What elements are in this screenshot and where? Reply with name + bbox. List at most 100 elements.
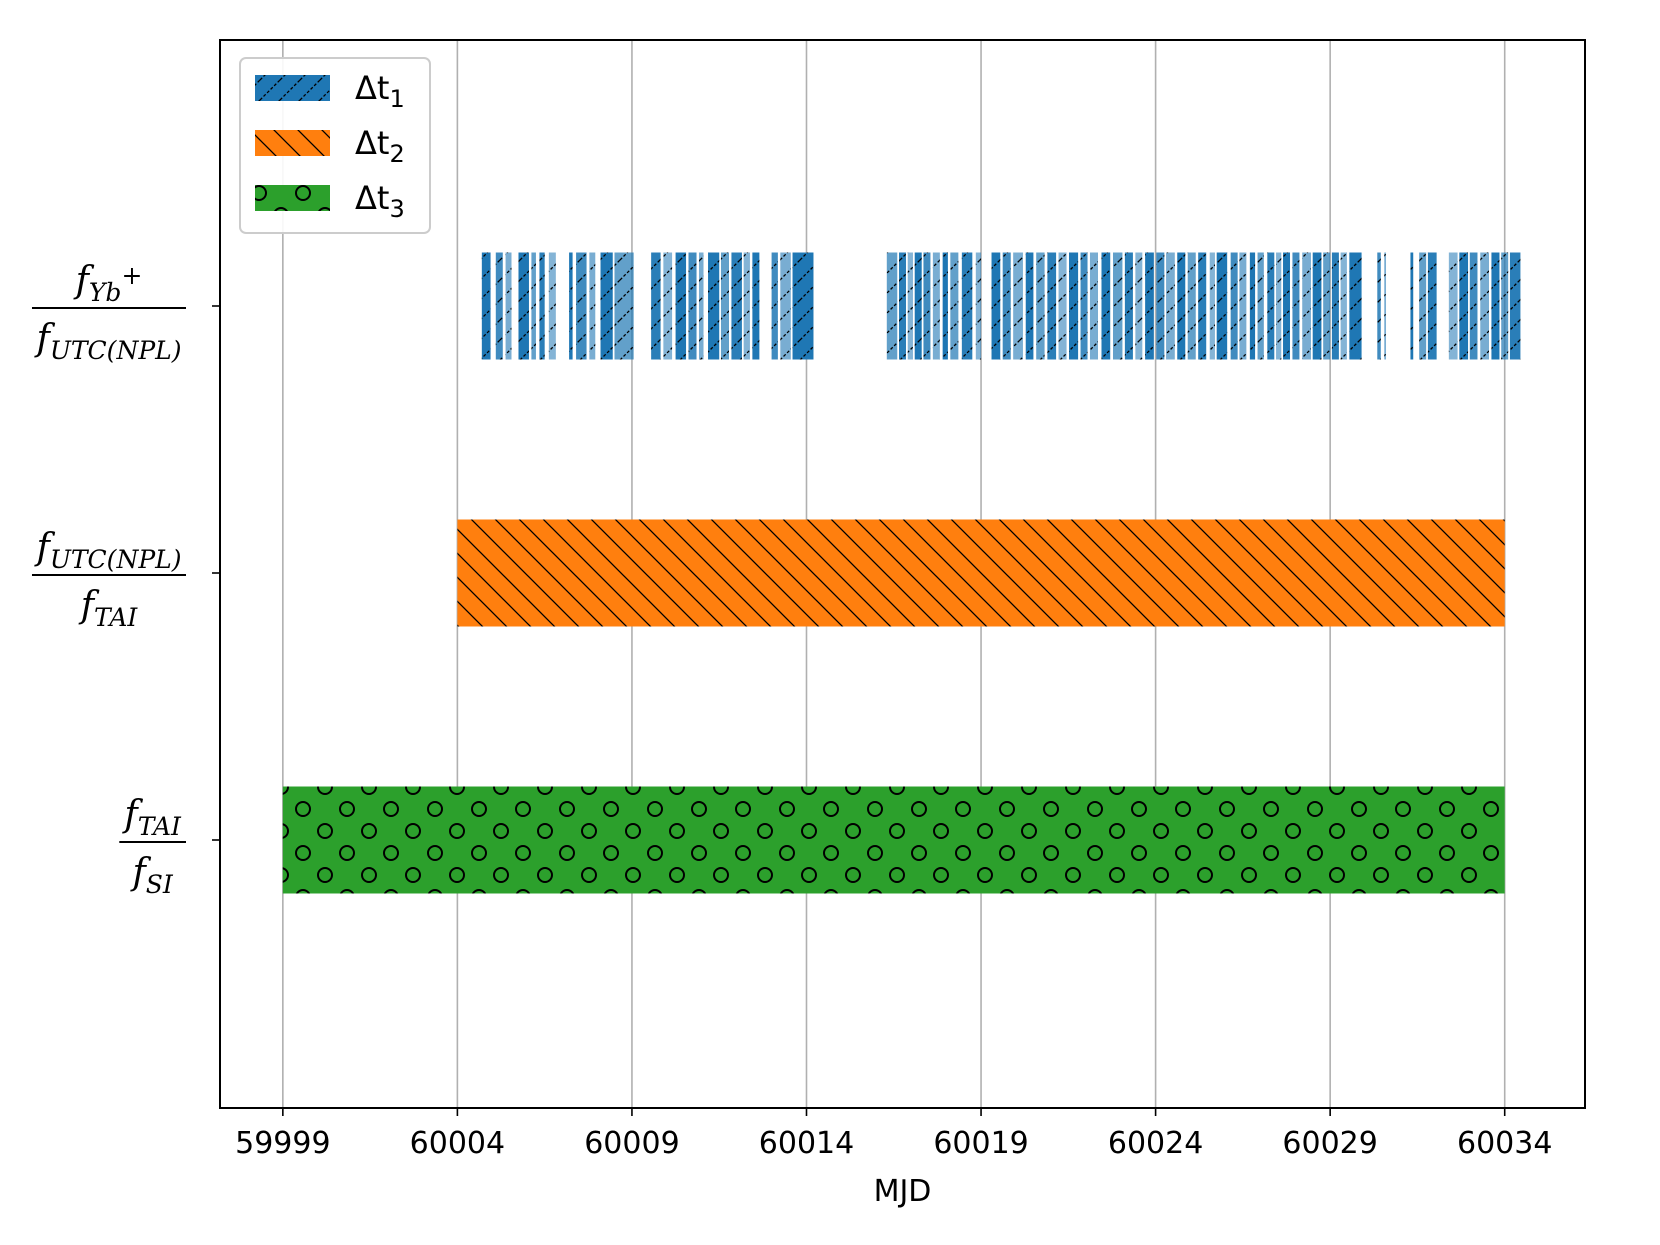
bar-hatch-yb (1509, 252, 1521, 360)
series-tai (282, 786, 1505, 894)
bar-hatch-yb (1384, 252, 1387, 360)
bar-hatch-yb (950, 252, 959, 360)
bar-hatch-yb (1069, 252, 1079, 360)
x-axis: 59999 60004 60009 60014 60019 60024 60029 60034 (235, 1108, 1552, 1161)
bar-hatch-yb (899, 252, 906, 360)
bar-hatch-yb (1340, 252, 1347, 360)
y-axis: fYb+ fUTC(NPL) fUTC(NPL) fTAI fTAI fSI (31, 260, 220, 899)
series-yb (481, 252, 1521, 360)
bar-hatch-yb (1089, 252, 1098, 360)
bar-hatch-yb (1410, 252, 1414, 360)
bar-hatch-yb (589, 252, 596, 360)
bar-hatch-yb (548, 252, 556, 360)
bar-hatch-utc (457, 519, 1505, 627)
bar-hatch-yb (698, 252, 704, 360)
bar-hatch-yb (1427, 252, 1437, 360)
bar-hatch-yb (569, 252, 573, 360)
legend-label: Δt3 (355, 179, 405, 223)
bar-hatch-yb (708, 252, 720, 360)
y-tick-label-utc: fUTC(NPL) fTAI (31, 527, 186, 632)
bar-hatch-yb (1491, 252, 1500, 360)
bar-hatch-yb (1025, 252, 1034, 360)
bar-hatch-yb (1419, 252, 1427, 360)
legend-label: Δt1 (355, 69, 405, 113)
legend: Δt1 Δt2 Δt3 (239, 57, 431, 234)
x-tick-label: 60004 (410, 1126, 505, 1161)
legend-entry-yb: Δt1 (255, 69, 405, 113)
bar-hatch-yb (614, 252, 634, 360)
bar-hatch-yb (1209, 252, 1215, 360)
bar-hatch-yb (688, 252, 697, 360)
bar-hatch-yb (1047, 252, 1057, 360)
bar-hatch-yb (1302, 252, 1311, 360)
fraction-denominator: fSI (129, 852, 173, 899)
bar-hatch-yb (1249, 252, 1256, 360)
bar-hatch-yb (1323, 252, 1331, 360)
x-tick-label: 60029 (1282, 1126, 1377, 1161)
bar-hatch-yb (1036, 252, 1045, 360)
bar-hatch-yb (539, 252, 545, 360)
bar-hatch-yb (1257, 252, 1264, 360)
bar-hatch-yb (531, 252, 536, 360)
bar-hatch-yb (1177, 252, 1186, 360)
bar-hatch-yb (1331, 252, 1339, 360)
x-tick-label: 60034 (1457, 1126, 1552, 1161)
bar-hatch-yb (1292, 252, 1300, 360)
bar-hatch-yb (1312, 252, 1322, 360)
bar-hatch-yb (907, 252, 913, 360)
bar-hatch-yb (495, 252, 503, 360)
x-tick-label: 60009 (584, 1126, 679, 1161)
bar-hatch-yb (991, 252, 1001, 360)
bar-hatch-yb (1349, 252, 1362, 360)
bar-hatch-yb (771, 252, 778, 360)
bars (282, 252, 1521, 894)
bar-hatch-yb (1198, 252, 1207, 360)
bar-hatch-yb (1501, 252, 1509, 360)
bar-hatch-yb (923, 252, 931, 360)
bar-hatch-yb (975, 252, 982, 360)
fraction-numerator: fYb+ (73, 260, 143, 307)
x-tick-label: 60014 (759, 1126, 854, 1161)
bar-hatch-yb (1135, 252, 1143, 360)
fraction-denominator: fTAI (78, 585, 139, 632)
bar-hatch-yb (1187, 252, 1196, 360)
bar-hatch-yb (1113, 252, 1123, 360)
x-tick-label: 60019 (933, 1126, 1028, 1161)
bar-hatch-yb (505, 252, 512, 360)
bar-hatch-yb (961, 252, 973, 360)
bar-hatch-yb (914, 252, 922, 360)
bar-hatch-yb (1156, 252, 1165, 360)
legend-entry-tai: Δt3 (255, 179, 405, 223)
bar-hatch-yb (932, 252, 940, 360)
x-axis-label: MJD (874, 1174, 932, 1209)
bar-hatch-yb (518, 252, 529, 360)
x-tick-label: 60024 (1108, 1126, 1203, 1161)
bar-hatch-yb (1459, 252, 1469, 360)
legend-swatch-hatch (255, 185, 330, 211)
bar-hatch-yb (1448, 252, 1458, 360)
bar-hatch-yb (942, 252, 948, 360)
bar-hatch-yb (720, 252, 729, 360)
legend-label: Δt2 (355, 124, 405, 168)
bar-hatch-yb (792, 252, 814, 360)
fraction-denominator: fUTC(NPL) (33, 318, 181, 365)
y-tick-label-yb: fYb+ fUTC(NPL) (31, 260, 186, 365)
plot-frame (219, 39, 1586, 1109)
bar-hatch-yb (576, 252, 587, 360)
bar-hatch-yb (780, 252, 791, 360)
bar-hatch-yb (600, 252, 613, 360)
bar-hatch-yb (481, 252, 491, 360)
bar-hatch-yb (651, 252, 661, 360)
bar-hatch-yb (1166, 252, 1175, 360)
bar-hatch-yb (731, 252, 742, 360)
bar-hatch-yb (1216, 252, 1228, 360)
x-tick-label: 59999 (235, 1126, 330, 1161)
bar-hatch-yb (1230, 252, 1238, 360)
y-tick-label-tai: fTAI fSI (119, 794, 186, 899)
bar-hatch-yb (675, 252, 687, 360)
bar-hatch-yb (1145, 252, 1154, 360)
bar-hatch-yb (1480, 252, 1489, 360)
bar-hatch-yb (1377, 252, 1381, 360)
bar-hatch-yb (743, 252, 750, 360)
